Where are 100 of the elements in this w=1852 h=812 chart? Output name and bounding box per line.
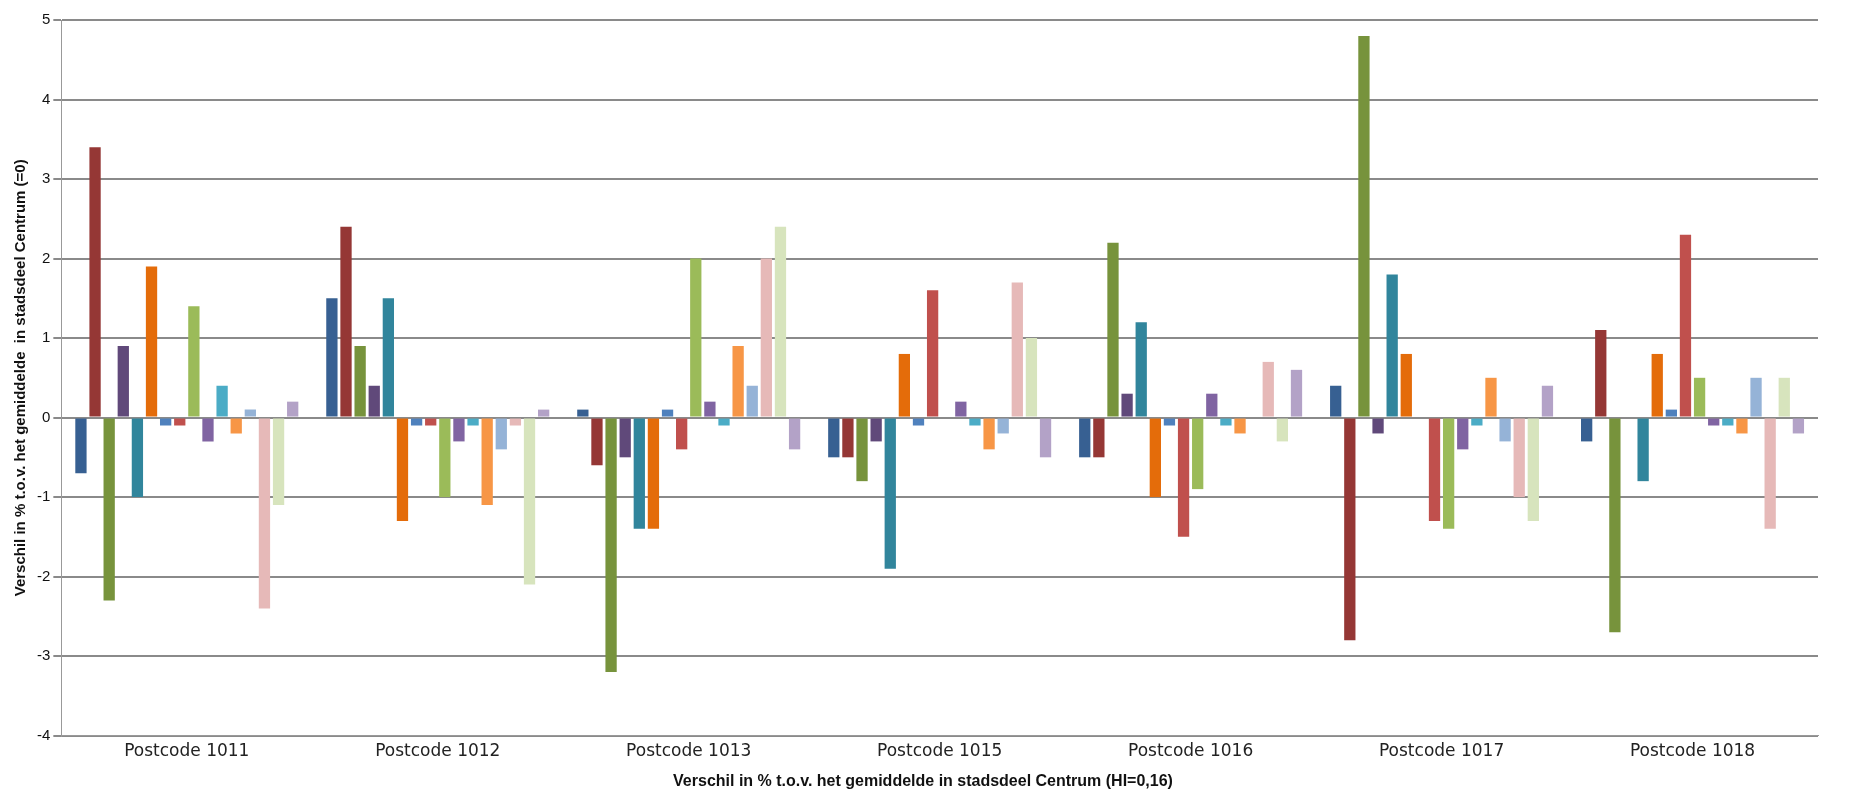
- bar: [969, 418, 981, 426]
- x-tick-label: Postcode 1017: [1378, 740, 1505, 761]
- bar: [1679, 234, 1692, 417]
- bar: [619, 418, 631, 458]
- bar: [1595, 330, 1607, 417]
- y-tick-label: 1: [41, 328, 51, 346]
- x-axis-title: Verschil in % t.o.v. het gemiddelde in stadsdeel Centrum (HI=0,16): [672, 772, 1174, 790]
- bar: [1192, 418, 1204, 490]
- bar: [1344, 418, 1356, 641]
- bar: [258, 418, 271, 609]
- bar: [870, 418, 882, 442]
- bar: [131, 418, 144, 498]
- bar: [1736, 418, 1748, 434]
- bar: [633, 418, 645, 529]
- bar: [1778, 377, 1790, 417]
- bar: [159, 418, 172, 426]
- bar: [368, 385, 380, 417]
- bar: [340, 226, 352, 417]
- y-tick-label: 5: [41, 10, 51, 28]
- bar: [1792, 418, 1805, 434]
- bar: [1471, 418, 1483, 426]
- bar: [467, 418, 479, 426]
- bar: [591, 418, 603, 466]
- bar: [1722, 418, 1734, 426]
- x-tick-label: Postcode 1015: [877, 740, 1003, 761]
- bar: [1386, 274, 1398, 417]
- bar: [230, 418, 242, 434]
- bar: [117, 346, 129, 417]
- bar: [983, 418, 995, 450]
- bar: [523, 418, 536, 585]
- bar: [216, 385, 228, 417]
- bar: [1485, 377, 1497, 417]
- bar: [537, 409, 550, 417]
- bar: [481, 418, 493, 506]
- y-tick-label: -2: [36, 566, 51, 584]
- bar: [1708, 418, 1720, 426]
- bar: [425, 418, 437, 426]
- bar: [382, 298, 395, 417]
- bar: [1234, 418, 1246, 434]
- bar: [439, 418, 451, 498]
- bar: [788, 418, 801, 450]
- bar: [955, 401, 967, 417]
- y-tick-label: -4: [36, 725, 51, 743]
- bar: [1358, 35, 1370, 417]
- bar: [746, 385, 758, 417]
- bar: [1011, 282, 1023, 417]
- bar: [1372, 418, 1384, 434]
- bar: [997, 418, 1009, 434]
- y-tick-label: -3: [36, 646, 51, 664]
- y-tick-label: 4: [41, 89, 51, 107]
- bar: [577, 409, 589, 417]
- bar: [842, 418, 854, 458]
- y-tick-label: 3: [41, 169, 51, 187]
- bar: [1609, 418, 1621, 633]
- bar: [732, 346, 744, 417]
- bar: [884, 418, 896, 569]
- y-axis-title: Verschil in % t.o.v. het gemiddelde in stadsdeel Centrum (=0): [11, 159, 29, 597]
- bar: [103, 418, 115, 601]
- bar: [1025, 338, 1038, 417]
- bar: [1135, 322, 1147, 417]
- bar: [647, 418, 660, 529]
- bar: [1107, 242, 1119, 417]
- bar: [926, 290, 939, 417]
- bar: [1121, 393, 1133, 417]
- bar: [1290, 369, 1303, 417]
- bar: [1093, 418, 1105, 458]
- bar: [1079, 418, 1091, 458]
- bar: [690, 258, 702, 417]
- bar: [1581, 418, 1593, 442]
- bar: [244, 409, 256, 417]
- bar: [774, 226, 787, 417]
- bar: [828, 418, 840, 458]
- bar: [661, 409, 674, 417]
- bar: [1750, 377, 1762, 417]
- bar: [145, 266, 158, 417]
- bar: [898, 353, 911, 417]
- x-tick-label: Postcode 1013: [626, 740, 752, 761]
- x-tick-label: Postcode 1012: [375, 740, 501, 761]
- bar: [1262, 361, 1274, 417]
- bar: [1499, 418, 1511, 442]
- bar: [1177, 418, 1190, 537]
- bar: [1400, 353, 1412, 417]
- bar: [1651, 353, 1663, 417]
- bar: [1457, 418, 1469, 450]
- bar: [326, 298, 338, 417]
- bar: [704, 401, 716, 417]
- bar: [856, 418, 868, 482]
- bar: [718, 418, 730, 426]
- x-tick-label: Postcode 1016: [1128, 740, 1254, 761]
- bar: [1330, 385, 1342, 417]
- bar: [1206, 393, 1218, 417]
- bar: [1665, 409, 1677, 417]
- bar: [912, 418, 925, 426]
- bar: [1039, 418, 1052, 458]
- bar: [410, 418, 423, 426]
- bar: [1764, 418, 1776, 529]
- bar: [676, 418, 688, 450]
- bar: [202, 418, 214, 442]
- bar: [760, 258, 772, 417]
- bar: [287, 401, 299, 417]
